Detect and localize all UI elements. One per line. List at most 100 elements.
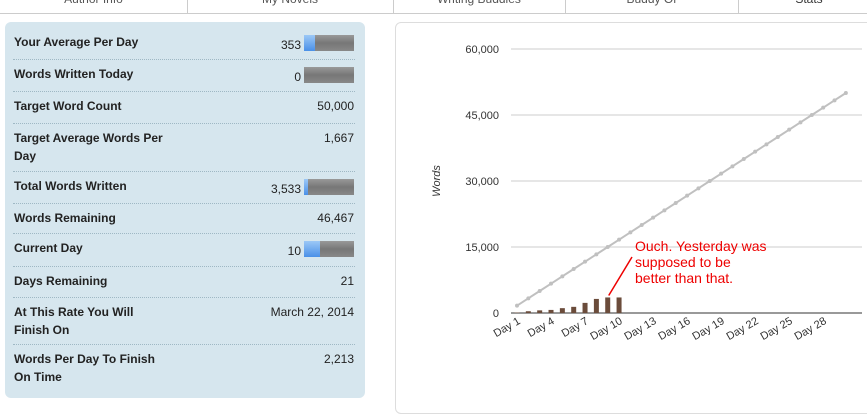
stat-label: Target Average Words Per Day xyxy=(14,129,164,165)
x-tick-label: Day 19 xyxy=(690,315,726,343)
y-axis-label: Words xyxy=(431,165,443,197)
y-tick-label: 45,000 xyxy=(465,110,499,122)
y-tick-label: 0 xyxy=(493,308,499,320)
stat-value: 10 xyxy=(288,242,301,260)
bar xyxy=(549,310,554,313)
stat-row: Target Word Count 50,000 xyxy=(13,91,355,124)
x-tick-label: Day 7 xyxy=(560,315,591,340)
line-point xyxy=(753,150,757,154)
progress-bar xyxy=(304,241,354,257)
line-point xyxy=(696,186,700,190)
line-point xyxy=(685,194,689,198)
tab-label: Stats xyxy=(795,0,822,6)
stat-value: 0 xyxy=(294,68,301,86)
line-point xyxy=(776,135,780,139)
tab-label: My Novels xyxy=(262,0,318,6)
x-tick-label: Day 16 xyxy=(656,315,692,343)
line-point xyxy=(572,267,576,271)
x-tick-label: Day 13 xyxy=(622,315,658,343)
line-point xyxy=(821,106,825,110)
stat-label: Words Remaining xyxy=(14,209,164,227)
progress-bar xyxy=(304,35,354,51)
line-point xyxy=(549,282,553,286)
bar xyxy=(594,299,599,313)
stat-row: Days Remaining 21 xyxy=(13,266,355,298)
line-point xyxy=(628,230,632,234)
stat-value: 3,533 xyxy=(271,180,301,198)
line-point xyxy=(844,91,848,95)
progress-fill xyxy=(304,241,320,257)
line-point xyxy=(674,201,678,205)
bar xyxy=(617,297,622,313)
bar xyxy=(526,311,531,313)
bar xyxy=(605,297,610,313)
line-point xyxy=(606,245,610,249)
stat-value: 50,000 xyxy=(317,97,354,115)
stat-value: 2,213 xyxy=(324,350,354,368)
annotation-pointer xyxy=(609,257,632,295)
line-point xyxy=(708,179,712,183)
line-point xyxy=(526,296,530,300)
stat-row: Words Remaining 46,467 xyxy=(13,203,355,234)
line-point xyxy=(730,164,734,168)
stat-row: Current Day 10 xyxy=(13,233,355,267)
line-point xyxy=(833,98,837,102)
stat-label: Your Average Per Day xyxy=(14,33,164,51)
stat-label: Total Words Written xyxy=(14,177,164,195)
line-point xyxy=(515,304,519,308)
line-point xyxy=(594,252,598,256)
x-tick-label: Day 4 xyxy=(526,315,557,340)
bar xyxy=(583,303,588,313)
tab-label: Writing Buddies xyxy=(437,0,521,6)
stat-row: Words Written Today 0 xyxy=(13,59,355,92)
stat-row: At This Rate You Will Finish On March 22,… xyxy=(13,297,355,345)
line-point xyxy=(560,274,564,278)
stat-value: March 22, 2014 xyxy=(271,303,354,321)
stat-label: Words Written Today xyxy=(14,65,164,83)
x-tick-label: Day 28 xyxy=(792,315,828,343)
tab-label: Buddy Of xyxy=(626,0,676,6)
line-point xyxy=(538,289,542,293)
tab[interactable]: My Novels xyxy=(187,0,394,13)
stat-value: 1,667 xyxy=(324,129,354,147)
tab[interactable]: Author Info xyxy=(0,0,188,13)
tab[interactable]: Buddy Of xyxy=(565,0,739,13)
line-point xyxy=(810,113,814,117)
y-tick-label: 60,000 xyxy=(465,44,499,56)
stat-value: 46,467 xyxy=(317,209,354,227)
stat-label: Target Word Count xyxy=(14,97,164,115)
line-point xyxy=(764,142,768,146)
stat-row: Target Average Words Per Day 1,667 xyxy=(13,123,355,172)
line-point xyxy=(799,120,803,124)
y-tick-label: 30,000 xyxy=(465,176,499,188)
stat-label: At This Rate You Will Finish On xyxy=(14,303,164,339)
x-tick-label: Day 22 xyxy=(724,315,760,343)
line-point xyxy=(617,238,621,242)
tab-bar: Author Info My Novels Writing Buddies Buddy… xyxy=(0,0,867,14)
bar xyxy=(560,308,565,313)
stat-value: 21 xyxy=(341,272,354,290)
stat-label: Current Day xyxy=(14,239,164,257)
progress-fill xyxy=(304,35,315,51)
line-point xyxy=(640,223,644,227)
bar xyxy=(537,310,542,313)
stat-label: Words Per Day To Finish On Time xyxy=(14,350,164,386)
progress-fill xyxy=(304,179,308,195)
tab[interactable]: Writing Buddies xyxy=(393,0,566,13)
x-tick-label: Day 10 xyxy=(588,315,624,343)
stat-row: Total Words Written 3,533 xyxy=(13,171,355,204)
stat-row: Your Average Per Day 353 xyxy=(13,27,355,60)
tab[interactable]: Stats xyxy=(738,0,867,14)
stat-row: Words Per Day To Finish On Time 2,213 xyxy=(13,344,355,394)
line-point xyxy=(662,208,666,212)
line-point xyxy=(651,216,655,220)
line-point xyxy=(742,157,746,161)
progress-bar xyxy=(304,67,354,83)
stat-value: 353 xyxy=(281,36,301,54)
bar xyxy=(571,307,576,313)
progress-bar xyxy=(304,179,354,195)
line-point xyxy=(787,128,791,132)
stat-label: Days Remaining xyxy=(14,272,164,290)
